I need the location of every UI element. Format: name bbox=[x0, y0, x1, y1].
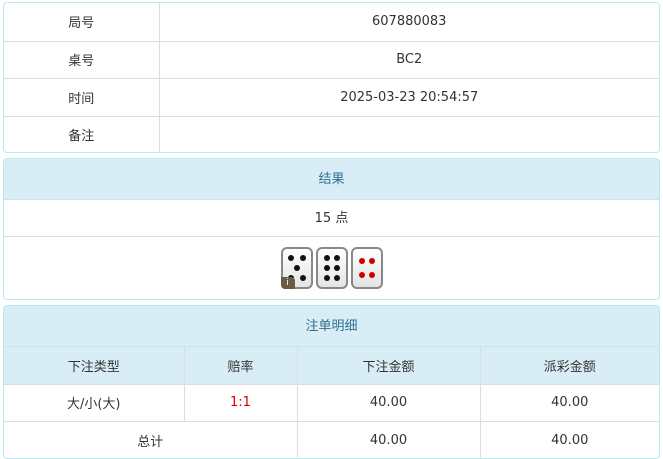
result-title: 结果 bbox=[4, 159, 659, 200]
label: 时间 bbox=[4, 77, 160, 117]
row-round: 局号 607880083 bbox=[4, 3, 659, 42]
bet-amount: 40.00 bbox=[296, 383, 481, 422]
bets-panel: 注单明细 下注类型 赔率 下注金额 派彩金额 大/小(大) 1:1 40.00 … bbox=[3, 305, 660, 459]
col-odds: 赔率 bbox=[183, 347, 298, 385]
dice-row: i bbox=[4, 237, 659, 289]
label: 局号 bbox=[4, 3, 160, 42]
note-value bbox=[158, 115, 659, 152]
label: 桌号 bbox=[4, 40, 160, 79]
bet-odds: 1:1 bbox=[183, 383, 298, 422]
label: 备注 bbox=[4, 115, 160, 152]
total-payout: 40.00 bbox=[479, 420, 659, 458]
bets-header-row: 下注类型 赔率 下注金额 派彩金额 bbox=[4, 347, 659, 385]
result-points: 15 点 bbox=[4, 200, 659, 237]
round-number: 607880083 bbox=[158, 3, 659, 42]
bets-title: 注单明细 bbox=[4, 306, 659, 347]
col-amount: 下注金额 bbox=[296, 347, 481, 385]
row-time: 时间 2025-03-23 20:54:57 bbox=[4, 77, 659, 117]
table-row: 大/小(大) 1:1 40.00 40.00 bbox=[4, 383, 659, 422]
row-table: 桌号 BC2 bbox=[4, 40, 659, 79]
die-4 bbox=[350, 247, 383, 289]
bet-type: 大/小(大) bbox=[4, 383, 185, 422]
die-5: i bbox=[280, 247, 313, 289]
col-type: 下注类型 bbox=[4, 347, 185, 385]
total-label: 总计 bbox=[4, 420, 298, 458]
col-payout: 派彩金额 bbox=[479, 347, 659, 385]
total-row: 总计 40.00 40.00 bbox=[4, 420, 659, 458]
total-amount: 40.00 bbox=[296, 420, 481, 458]
table-number: BC2 bbox=[158, 40, 659, 79]
row-note: 备注 bbox=[4, 115, 659, 152]
bets-table: 下注类型 赔率 下注金额 派彩金额 大/小(大) 1:1 40.00 40.00… bbox=[4, 347, 659, 458]
result-panel: 结果 15 点 i bbox=[3, 158, 660, 300]
info-icon[interactable]: i bbox=[280, 277, 295, 289]
bet-payout: 40.00 bbox=[479, 383, 659, 422]
die-6 bbox=[315, 247, 348, 289]
info-table: 局号 607880083 桌号 BC2 时间 2025-03-23 20:54:57 … bbox=[4, 3, 659, 152]
time-value: 2025-03-23 20:54:57 bbox=[158, 77, 659, 117]
info-panel: 局号 607880083 桌号 BC2 时间 2025-03-23 20:54:57 … bbox=[3, 2, 660, 153]
